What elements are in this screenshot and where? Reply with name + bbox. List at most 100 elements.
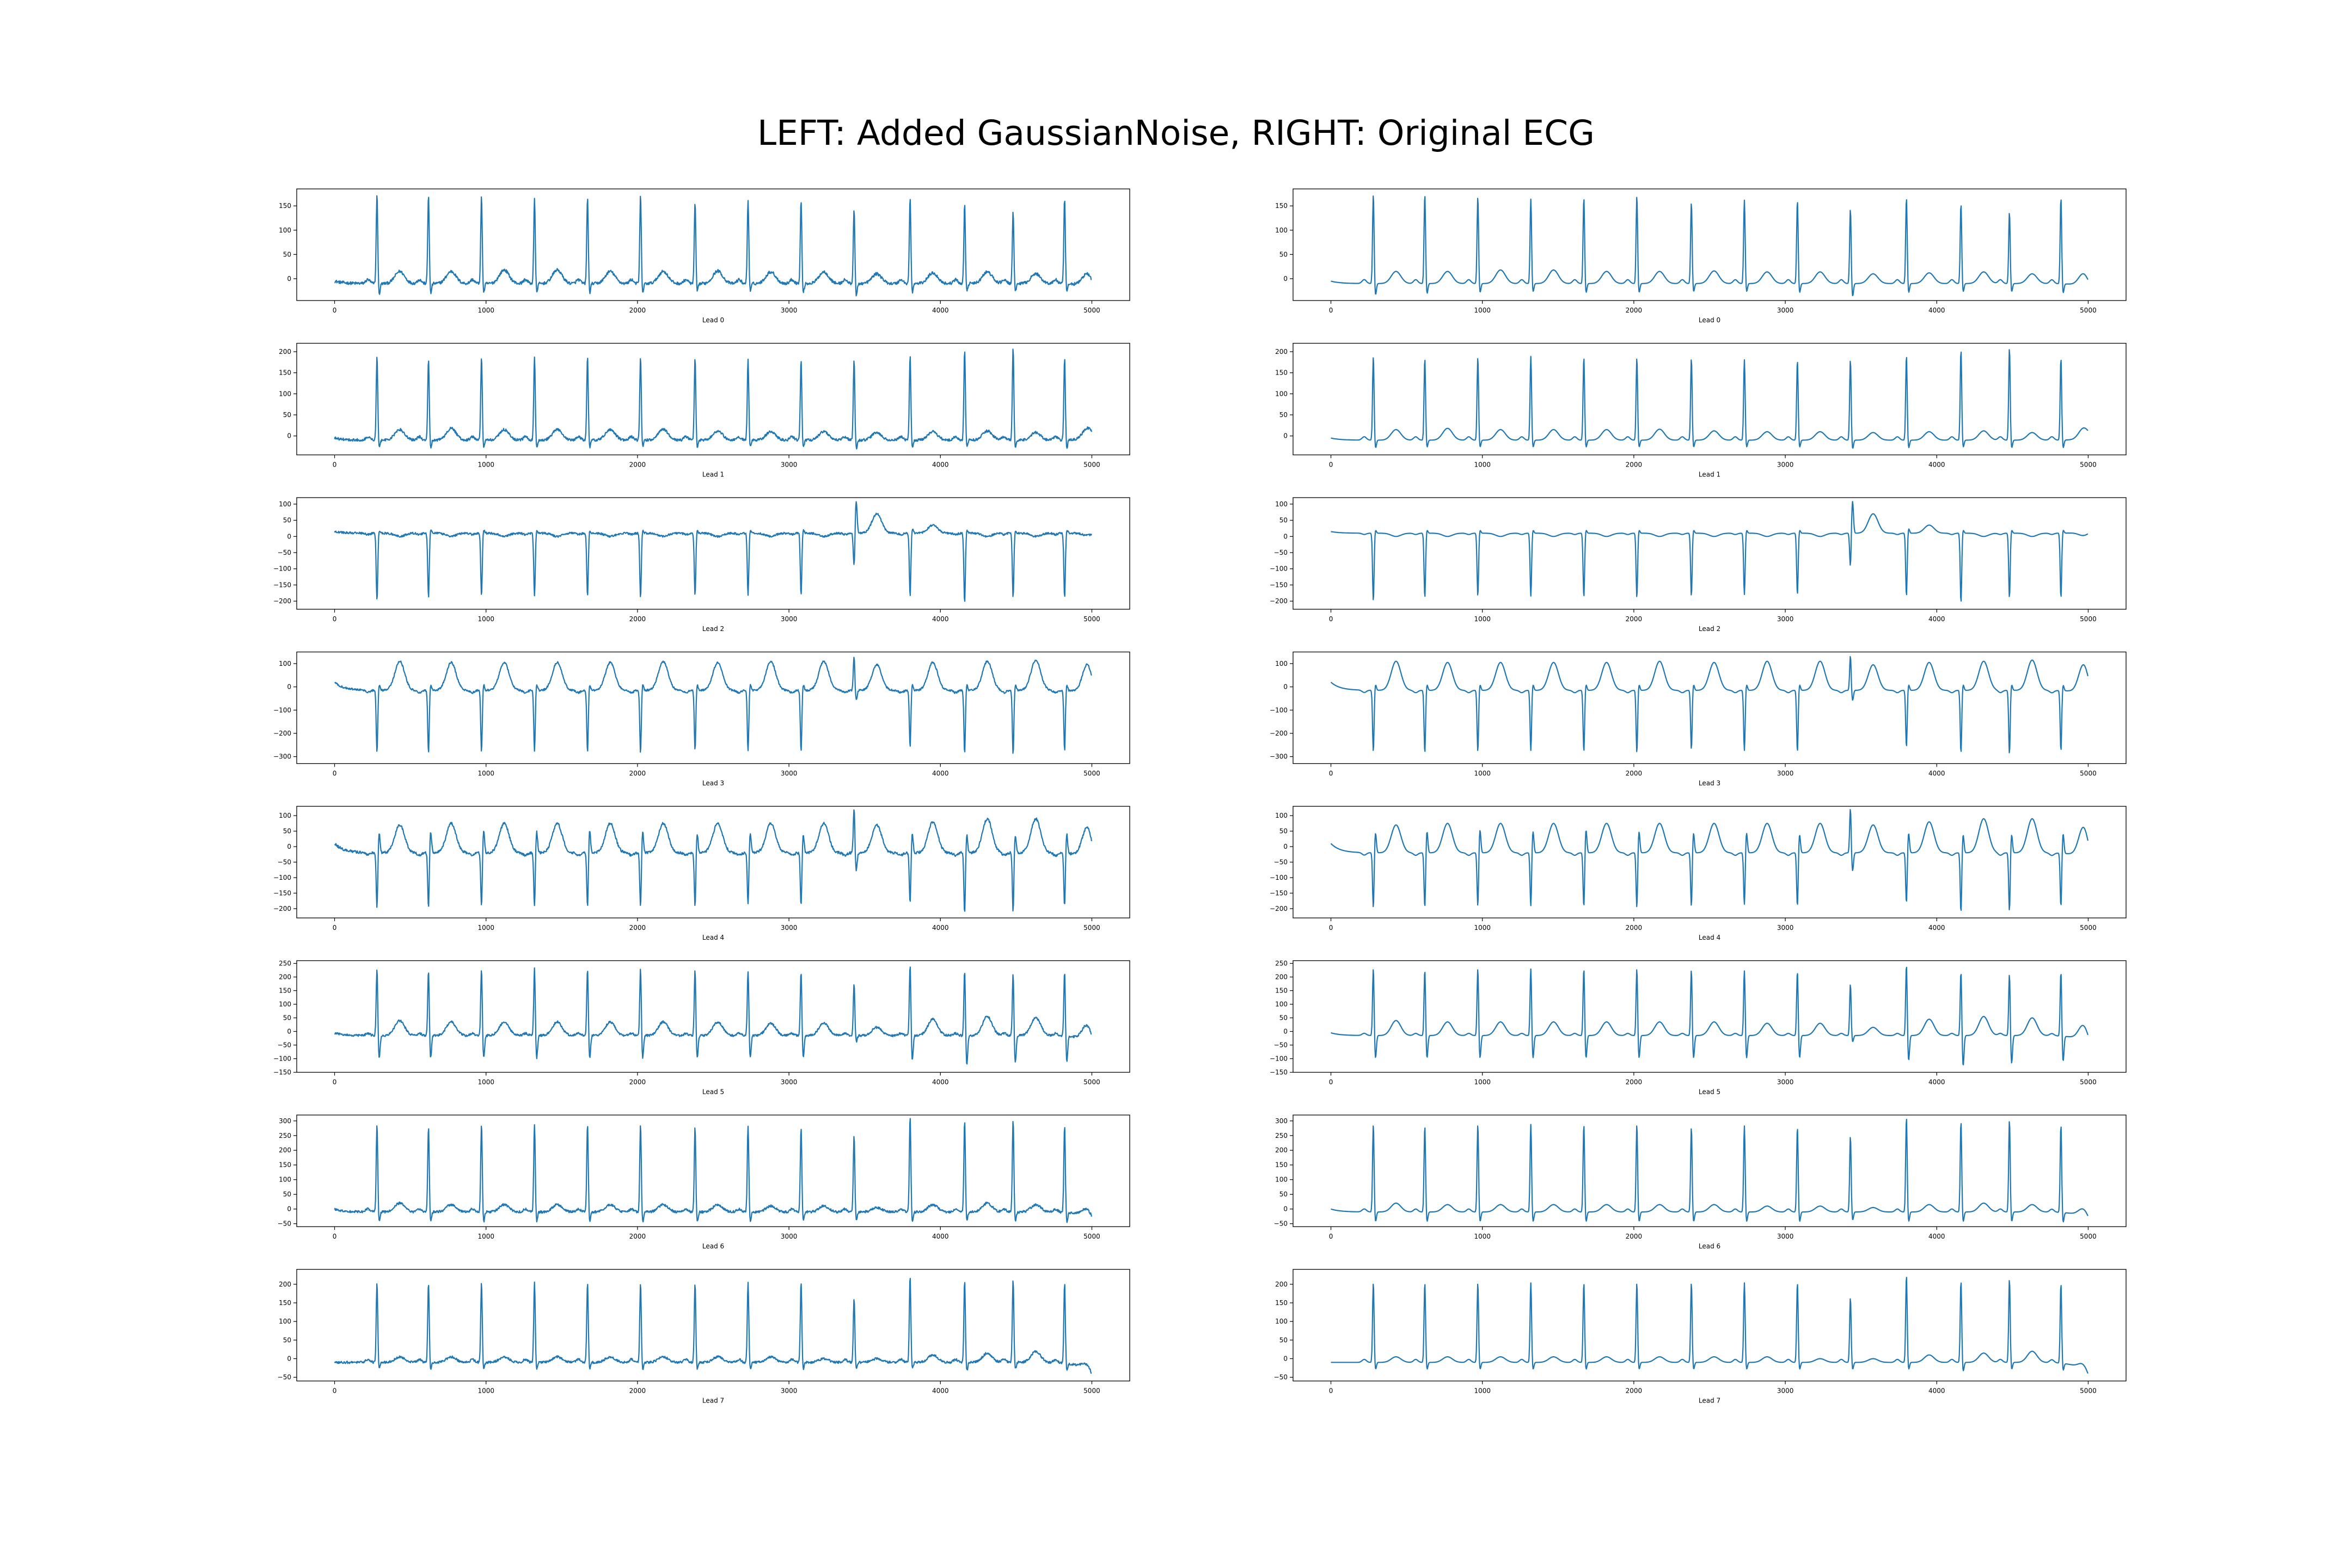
x-tick-label: 5000	[1083, 770, 1100, 777]
ecg-trace	[1331, 349, 2088, 449]
x-tick-label: 3000	[781, 615, 798, 623]
x-tick-label: 1000	[1474, 307, 1491, 314]
x-tick-label: 0	[333, 307, 337, 314]
y-tick-label: 150	[1275, 202, 1288, 210]
y-tick-label: 0	[1283, 683, 1288, 691]
y-tick-label: −50	[278, 1042, 291, 1049]
y-tick-label: 250	[279, 960, 291, 967]
x-tick-label: 1000	[477, 307, 494, 314]
y-tick-label: 250	[1275, 1132, 1288, 1140]
y-tick-label: 50	[1279, 1191, 1288, 1198]
y-tick-label: 100	[1275, 500, 1288, 508]
x-tick-label: 3000	[781, 1079, 798, 1086]
y-tick-label: 200	[279, 1281, 291, 1288]
ecg-panel-left-4: 0 1000 2000 3000 4000 5000 −200 −150 −100 −50 0 50 1…	[273, 806, 1130, 941]
y-tick-label: −100	[1270, 706, 1288, 714]
x-axis-label: Lead 6	[702, 1242, 724, 1250]
y-tick-label: 100	[279, 812, 291, 819]
x-axis-label: Lead 0	[1699, 316, 1720, 324]
y-tick-label: 200	[279, 1147, 291, 1154]
x-tick-label: 2000	[629, 1079, 646, 1086]
ecg-trace	[1331, 1118, 2088, 1223]
y-tick-label: 100	[279, 1001, 291, 1008]
x-tick-label: 2000	[629, 770, 646, 777]
x-tick-label: 0	[1329, 307, 1333, 314]
x-axis-label: Lead 1	[1699, 471, 1720, 479]
x-axis-label: Lead 2	[1699, 625, 1720, 633]
x-tick-label: 4000	[932, 615, 949, 623]
y-tick-label: −50	[1274, 859, 1288, 866]
x-tick-label: 4000	[1928, 770, 1945, 777]
y-tick-label: 50	[1279, 1336, 1288, 1344]
x-tick-label: 2000	[629, 615, 646, 623]
x-tick-label: 0	[1329, 615, 1333, 623]
x-tick-label: 4000	[932, 1233, 949, 1240]
figure-title: LEFT: Added GaussianNoise, RIGHT: Origin…	[757, 113, 1595, 153]
y-tick-label: −50	[278, 1220, 291, 1228]
y-tick-label: 50	[283, 828, 291, 835]
y-tick-label: 150	[279, 987, 291, 995]
y-tick-label: 50	[1279, 250, 1288, 258]
ecg-trace	[1330, 808, 2088, 911]
ecg-panel-right-6: 0 1000 2000 3000 4000 5000 −50 0 50 100 150 200 250 3…	[1274, 1114, 2127, 1250]
y-tick-label: 100	[1275, 1176, 1288, 1184]
x-tick-label: 1000	[477, 615, 494, 623]
y-tick-label: −100	[1270, 1055, 1288, 1063]
x-tick-label: 3000	[781, 461, 798, 469]
ecg-panel-left-3: 0 1000 2000 3000 4000 5000 −300 −200 −100 0 100 Lea…	[273, 651, 1130, 787]
y-tick-label: 250	[279, 1132, 291, 1140]
x-tick-label: 5000	[2080, 1387, 2097, 1395]
ecg-panel-right-2: 0 1000 2000 3000 4000 5000 −200 −150 −100 −50 0 50 1…	[1270, 497, 2127, 633]
y-tick-label: 150	[1275, 1161, 1288, 1169]
ecg-panel-right-1: 0 1000 2000 3000 4000 5000 0 50 100 150 200 Lead 1	[1275, 342, 2127, 479]
y-tick-label: 50	[283, 1191, 291, 1198]
x-tick-label: 0	[333, 1079, 337, 1086]
y-tick-label: −100	[273, 1055, 291, 1063]
y-tick-label: 100	[279, 660, 291, 667]
axes-frame	[296, 188, 1130, 301]
ecg-trace	[334, 1278, 1092, 1374]
y-tick-label: −300	[273, 753, 291, 761]
y-tick-label: 50	[283, 1014, 291, 1022]
y-tick-label: 50	[283, 250, 291, 258]
x-tick-label: 4000	[1928, 615, 1945, 623]
y-tick-label: 0	[287, 275, 291, 283]
y-tick-label: 50	[1279, 828, 1288, 835]
y-tick-label: 0	[287, 683, 291, 691]
x-tick-label: 5000	[2080, 461, 2097, 469]
x-tick-label: 5000	[1083, 615, 1100, 623]
y-tick-label: 0	[287, 1205, 291, 1213]
x-tick-label: 4000	[1928, 1387, 1945, 1395]
ecg-panel-right-0: 0 1000 2000 3000 4000 5000 0 50 100 150 Lead 0	[1275, 188, 2127, 324]
y-tick-label: 100	[279, 226, 291, 234]
axes-frame	[296, 497, 1130, 610]
y-tick-label: −200	[1270, 730, 1288, 737]
x-tick-label: 2000	[629, 924, 646, 932]
y-tick-label: −200	[273, 905, 291, 912]
y-tick-label: 0	[1283, 1355, 1288, 1363]
y-tick-label: 150	[279, 1161, 291, 1169]
x-tick-label: 3000	[1777, 307, 1794, 314]
y-tick-label: 100	[1275, 390, 1288, 397]
x-tick-label: 2000	[1626, 1387, 1643, 1395]
y-tick-label: 0	[1283, 275, 1288, 283]
x-axis-label: Lead 7	[1699, 1397, 1720, 1405]
x-tick-label: 5000	[1083, 461, 1100, 469]
y-tick-label: 150	[279, 369, 291, 377]
x-tick-label: 1000	[1474, 461, 1491, 469]
y-tick-label: 50	[283, 1336, 291, 1344]
y-tick-label: 150	[1275, 369, 1288, 377]
x-tick-label: 5000	[1083, 307, 1100, 314]
x-tick-label: 1000	[477, 1233, 494, 1240]
x-tick-label: 0	[333, 770, 337, 777]
ecg-trace	[334, 657, 1092, 754]
ecg-panel-right-4: 0 1000 2000 3000 4000 5000 −200 −150 −100 −50 0 50 1…	[1270, 806, 2127, 941]
y-tick-label: 100	[279, 500, 291, 508]
ecg-panel-left-5: 0 1000 2000 3000 4000 5000 −150 −100 −50 0 50 100 15…	[273, 960, 1130, 1096]
axes-frame	[1293, 960, 2127, 1073]
x-axis-label: Lead 5	[1699, 1088, 1720, 1096]
y-tick-label: −150	[1270, 1069, 1288, 1076]
y-tick-label: −100	[273, 706, 291, 714]
x-tick-label: 3000	[1777, 1079, 1794, 1086]
ecg-trace	[334, 809, 1092, 912]
